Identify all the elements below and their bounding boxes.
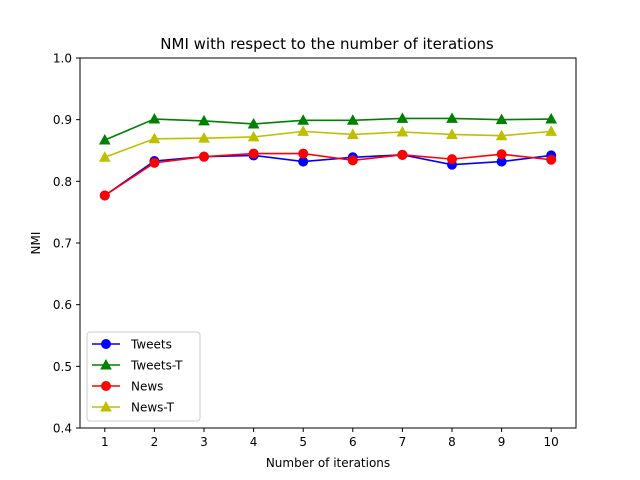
data-point-news-t — [148, 132, 161, 144]
data-point-tweets-t — [495, 113, 508, 125]
data-point-news-t — [545, 125, 558, 136]
series-layer — [98, 112, 558, 201]
y-tick-label: 1.0 — [53, 52, 72, 66]
x-tick-label: 10 — [544, 435, 559, 449]
series-line-news-t — [104, 130, 552, 159]
legend-marker-news — [101, 381, 111, 391]
x-tick-label: 6 — [349, 435, 357, 449]
data-point-news — [248, 148, 259, 159]
data-point-news — [99, 190, 110, 201]
x-tick-label: 5 — [299, 435, 307, 449]
data-point-news — [496, 149, 507, 160]
x-tick-label: 8 — [448, 435, 456, 449]
legend-marker-news-t — [100, 400, 112, 412]
y-tick-label: 0.8 — [53, 175, 72, 189]
series-line-tweets-t — [104, 117, 552, 141]
y-axis-label: NMI — [29, 232, 43, 255]
y-tick-label: 0.9 — [53, 113, 72, 127]
data-point-news — [199, 151, 209, 162]
data-point-tweets-t — [446, 112, 458, 123]
x-tick-label: 4 — [250, 435, 258, 449]
data-point-tweets-t — [148, 113, 161, 124]
data-point-news — [447, 154, 457, 165]
data-point-news — [298, 148, 309, 159]
series-news — [99, 148, 557, 201]
legend-label-news: News — [131, 380, 163, 394]
data-point-news — [347, 155, 358, 166]
data-point-news-t — [446, 128, 458, 139]
data-point-news — [546, 154, 557, 165]
series-news-t — [98, 125, 558, 162]
data-point-news — [397, 149, 408, 160]
data-point-tweets-t — [198, 114, 210, 126]
legend-label-news-t: News-T — [131, 401, 175, 415]
data-point-tweets-t — [346, 114, 359, 125]
data-point-news-t — [346, 128, 359, 139]
data-point-tweets-t — [98, 133, 111, 145]
data-point-tweets-t — [247, 117, 260, 129]
x-tick-label: 3 — [200, 435, 208, 449]
series-tweets-t — [98, 112, 558, 145]
y-tick-label: 0.7 — [53, 237, 72, 251]
x-tick-label: 1 — [101, 435, 109, 449]
series-line-tweets — [104, 154, 552, 197]
x-tick-label: 2 — [151, 435, 159, 449]
legend-label-tweets: Tweets — [130, 338, 172, 352]
legend: Tweets Tweets-T News News-T — [86, 331, 201, 422]
chart-title: NMI with respect to the number of iterat… — [160, 35, 494, 53]
data-point-news-t — [98, 151, 111, 162]
data-point-news-t — [297, 125, 310, 136]
data-point-news — [149, 157, 160, 168]
data-point-tweets-t — [297, 114, 310, 125]
x-tick-label: 9 — [498, 435, 506, 449]
x-tick-label: 7 — [399, 435, 407, 449]
data-point-news-t — [396, 125, 409, 137]
legend-label-tweets-t: Tweets-T — [130, 359, 183, 373]
y-tick-label: 0.6 — [53, 298, 72, 312]
legend-marker-tweets-t — [100, 358, 112, 370]
y-tick-label: 0.4 — [53, 422, 72, 436]
ticks-layer: 1 2 3 4 5 6 7 8 9 10 0.4 0.5 0.6 0.7 0.8 0.9 1.0 — [53, 52, 559, 450]
x-axis-label: Number of iterations — [266, 456, 390, 470]
legend-marker-tweets — [101, 339, 111, 349]
data-point-news-t — [247, 130, 260, 142]
data-point-news-t — [495, 129, 508, 141]
data-point-news-t — [198, 132, 210, 143]
legend-box — [86, 331, 201, 422]
series-line-news — [104, 152, 552, 197]
data-point-tweets-t — [396, 112, 409, 123]
data-point-tweets-t — [545, 113, 558, 124]
y-tick-label: 0.5 — [53, 360, 72, 374]
